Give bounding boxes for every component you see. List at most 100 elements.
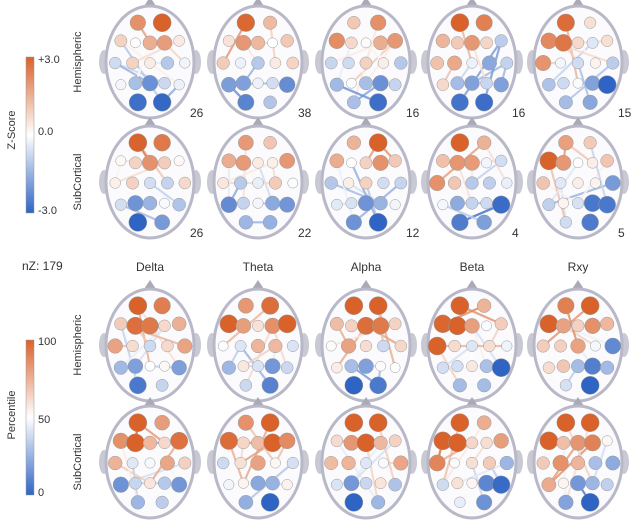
electrode xyxy=(222,154,236,168)
electrode xyxy=(601,154,614,167)
electrode xyxy=(573,158,583,168)
electrode xyxy=(145,361,155,371)
electrode xyxy=(492,196,510,214)
electrode xyxy=(279,77,295,93)
electrode xyxy=(584,435,600,451)
electrode xyxy=(585,76,600,91)
electrode xyxy=(605,175,620,190)
electrode xyxy=(174,79,185,90)
electrode xyxy=(171,477,186,492)
electrode xyxy=(360,340,372,352)
electrode xyxy=(451,37,464,50)
electrode xyxy=(330,78,344,92)
electrode xyxy=(346,215,362,231)
electrode xyxy=(345,359,358,372)
electrode xyxy=(581,376,599,394)
electrode xyxy=(559,96,572,109)
electrode xyxy=(581,493,599,511)
electrode xyxy=(370,377,387,394)
electrode xyxy=(451,76,464,89)
electrode xyxy=(450,155,465,170)
electrode xyxy=(540,432,558,450)
electrode xyxy=(224,479,234,489)
electrode xyxy=(265,196,279,210)
electrode xyxy=(584,136,597,149)
electrode xyxy=(481,37,493,49)
electrode xyxy=(557,14,574,31)
electrode xyxy=(448,317,466,335)
electrode xyxy=(279,197,294,212)
electrode xyxy=(129,157,141,169)
electrode xyxy=(143,196,157,210)
electrode xyxy=(128,359,143,374)
electrode xyxy=(347,136,361,150)
electrode xyxy=(390,363,400,373)
electrode xyxy=(537,340,550,353)
electrode xyxy=(331,199,342,210)
electrode xyxy=(159,198,169,208)
electrode xyxy=(281,34,294,47)
electrode xyxy=(481,321,491,331)
electrode xyxy=(558,297,574,313)
electrode xyxy=(218,341,228,351)
electrode xyxy=(159,320,171,332)
electrode xyxy=(264,96,277,109)
electrode xyxy=(502,341,513,352)
electrode xyxy=(221,197,237,213)
electrode xyxy=(127,457,138,468)
electrode xyxy=(557,77,569,89)
electrode xyxy=(161,57,174,70)
electrode xyxy=(116,156,126,166)
electrode xyxy=(115,35,127,47)
electrode xyxy=(279,433,295,449)
electrode xyxy=(347,16,360,29)
electrode xyxy=(238,135,253,150)
electrode xyxy=(264,136,277,149)
colorbar-title: Z-Score xyxy=(6,110,18,149)
electrode xyxy=(238,94,254,110)
count-label: 16 xyxy=(512,106,526,120)
electrode xyxy=(369,213,387,231)
electrode xyxy=(476,495,492,511)
electrode xyxy=(572,320,584,332)
electrode xyxy=(481,158,491,168)
electrode xyxy=(345,376,363,394)
electrode xyxy=(395,340,407,352)
electrode xyxy=(570,475,585,490)
electrode xyxy=(429,175,445,191)
count-label: 15 xyxy=(618,106,632,120)
percentile-colorbar xyxy=(26,340,34,495)
band-label: Rxy xyxy=(568,260,589,274)
electrode xyxy=(129,414,147,432)
electrode xyxy=(115,199,127,211)
electrode xyxy=(263,16,276,29)
electrode xyxy=(217,57,230,70)
electrode xyxy=(437,362,449,374)
electrode xyxy=(541,33,557,49)
nz-label: nZ: 179 xyxy=(22,259,63,273)
electrode xyxy=(606,456,620,470)
electrode xyxy=(360,57,372,69)
electrode xyxy=(537,177,550,190)
electrode xyxy=(347,96,360,109)
electrode xyxy=(555,34,572,51)
electrode xyxy=(558,478,569,489)
electrode xyxy=(159,361,169,371)
electrode xyxy=(572,37,584,49)
electrode xyxy=(287,57,299,69)
electrode xyxy=(360,177,372,189)
electrode xyxy=(179,177,191,189)
electrode xyxy=(129,134,147,152)
electrode xyxy=(239,495,253,509)
electrode xyxy=(466,177,479,190)
electrode xyxy=(238,415,254,431)
electrode xyxy=(108,339,123,354)
electrode xyxy=(542,78,555,91)
count-label: 12 xyxy=(406,226,420,240)
electrode xyxy=(558,135,573,150)
electrode xyxy=(262,377,278,393)
electrode xyxy=(343,178,354,189)
electrode xyxy=(345,414,363,432)
electrode xyxy=(557,436,570,449)
electrode xyxy=(494,433,509,448)
